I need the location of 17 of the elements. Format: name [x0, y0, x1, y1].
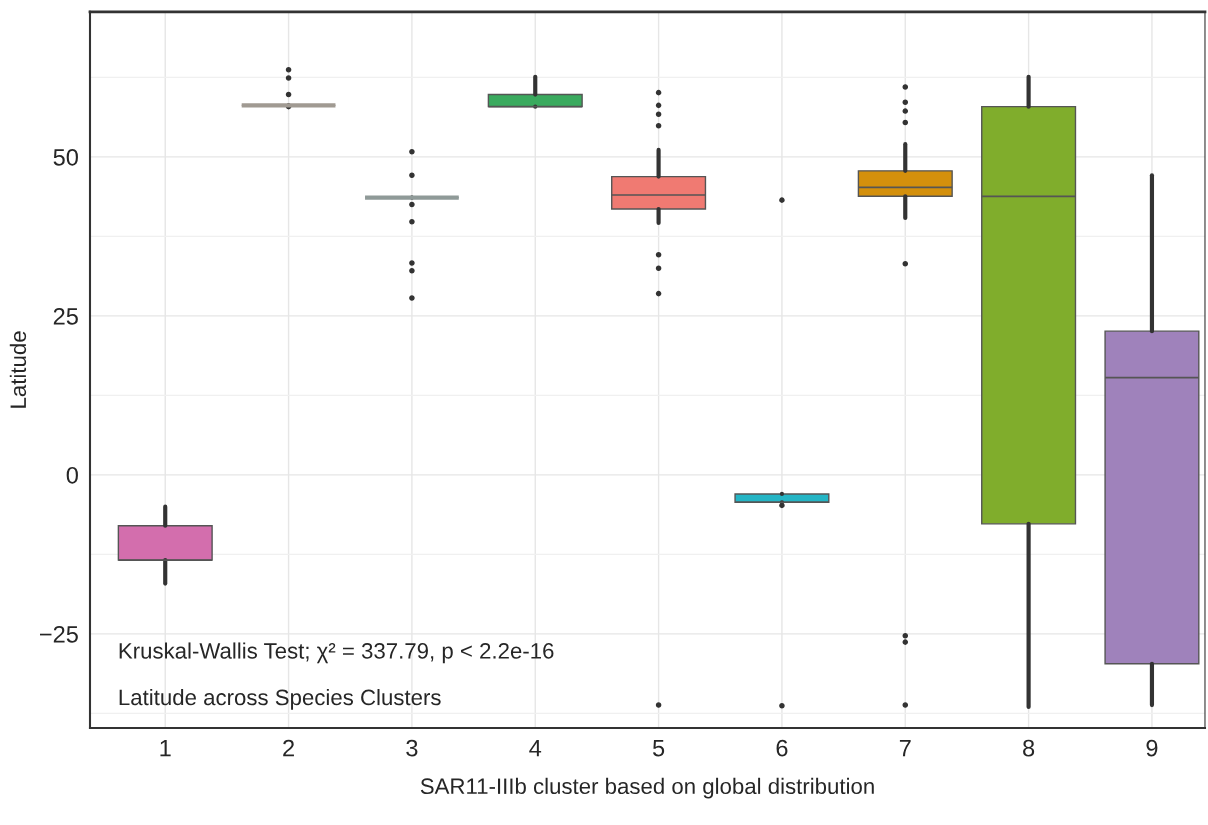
x-tick-label: 3: [406, 739, 418, 757]
x-tick-label: 4: [529, 739, 542, 757]
y-axis-title: Latitude: [9, 331, 27, 408]
y-tick-label: 50: [53, 148, 78, 166]
x-tick-label: 9: [1146, 739, 1158, 757]
y-tick-label: −25: [40, 625, 78, 643]
x-axis-title: SAR11-IIIb cluster based on global distribution: [420, 777, 874, 799]
x-tick-label: 2: [283, 739, 294, 757]
annotation: Latitude across Species Clusters: [119, 688, 441, 710]
x-tick-label: 1: [160, 739, 171, 757]
x-tick-label: 5: [652, 739, 665, 757]
x-tick-label: 6: [776, 739, 788, 757]
x-tick-label: 7: [899, 739, 911, 757]
annotation: Kruskal-Wallis Test; χ² = 337.79, p < 2.2e-16: [119, 642, 554, 664]
x-tick-label: 8: [1023, 739, 1035, 757]
y-tick-label: 25: [53, 307, 78, 325]
y-tick-label: 0: [66, 466, 78, 484]
